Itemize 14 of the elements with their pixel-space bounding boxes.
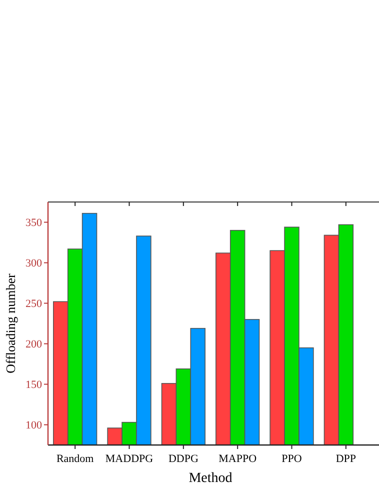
x-tick-label: PPO: [282, 453, 302, 465]
y-tick-label: 300: [26, 258, 42, 270]
x-tick-label: DPP: [336, 453, 356, 465]
x-tick-label: DDPG: [168, 453, 198, 465]
y-tick-label: 250: [26, 298, 42, 310]
y-tick-label: 150: [26, 379, 42, 392]
y-axis-title: Offloading number: [3, 272, 18, 374]
y-tick-label: 100: [26, 420, 42, 432]
y-tick-label: 200: [26, 338, 42, 351]
x-tick-label: MADDPG: [105, 453, 154, 465]
y-tick-label: 350: [26, 217, 42, 230]
x-tick-label: Random: [56, 453, 94, 465]
x-tick-label: MAPPO: [218, 453, 257, 465]
x-axis-title: Method: [188, 471, 232, 486]
